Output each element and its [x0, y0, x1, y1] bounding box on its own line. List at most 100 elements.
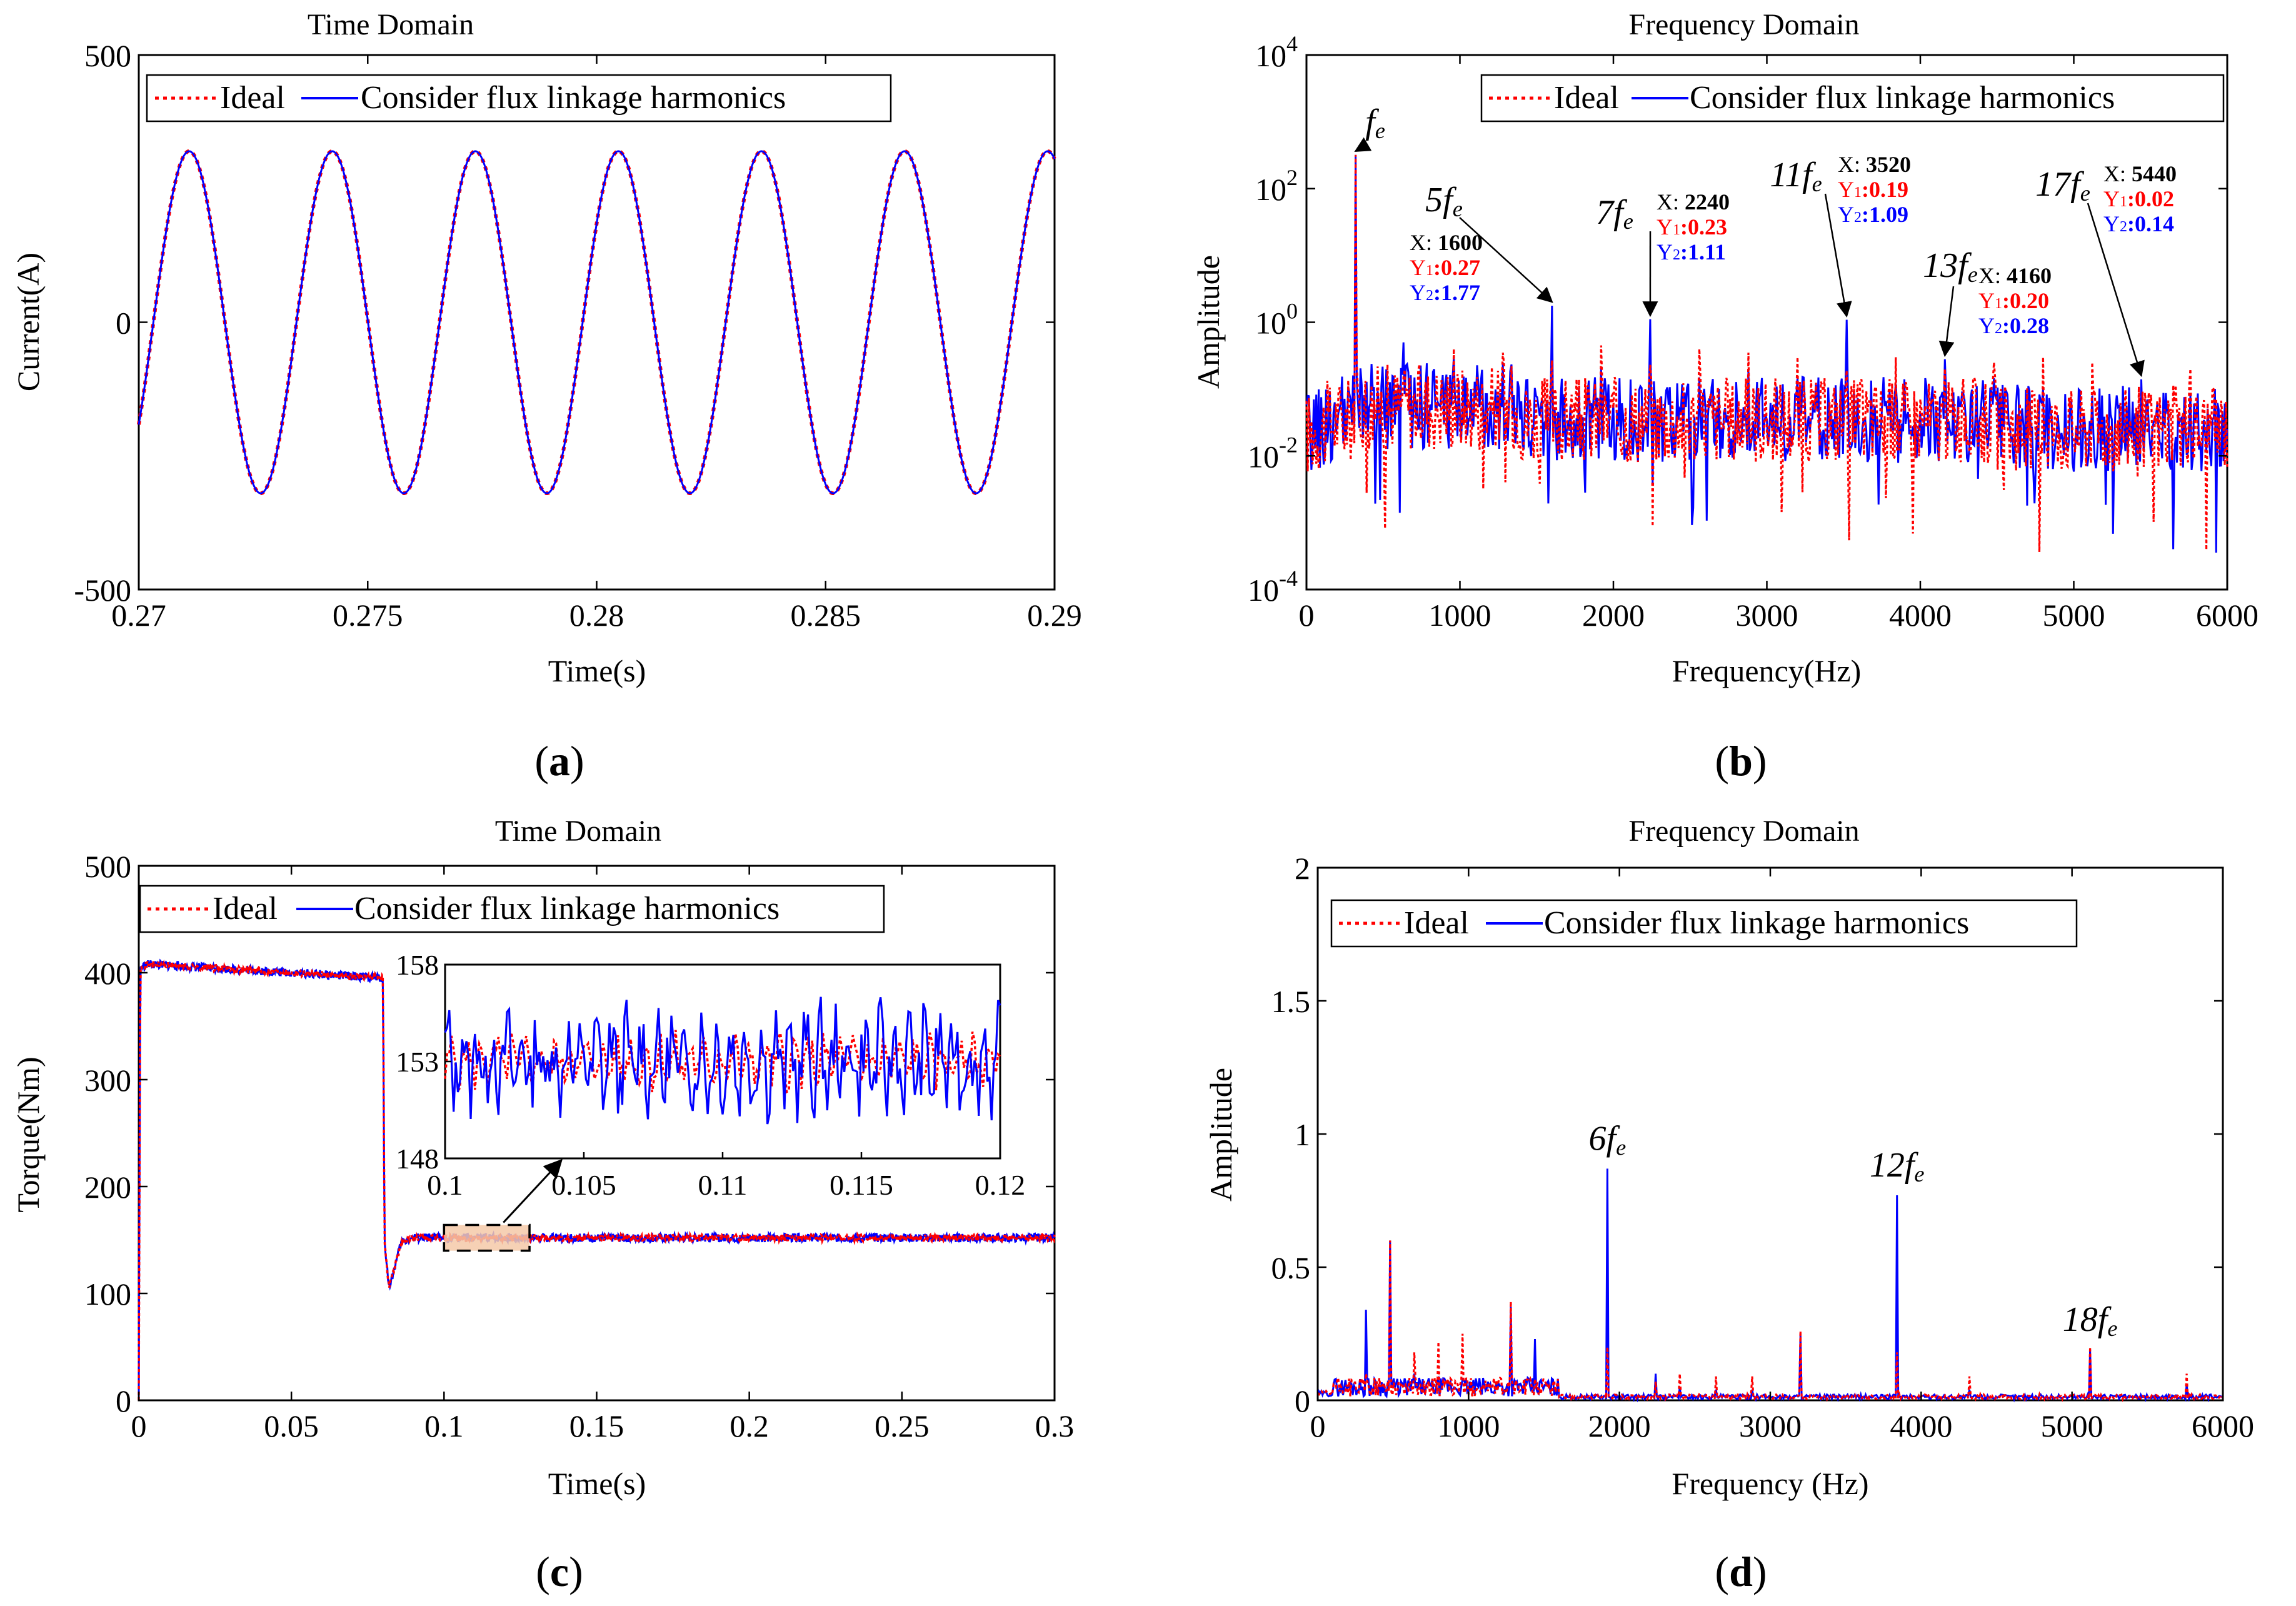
- readout-y1: Y1:0.02: [2103, 186, 2174, 211]
- peak-label: 5fe: [1425, 181, 1463, 221]
- inset-xtick-label: 0.1: [427, 1169, 463, 1201]
- peak-label: 18fe: [2063, 1300, 2118, 1341]
- inset-ytick-label: 153: [396, 1046, 439, 1078]
- legend-consider-label: Consider flux linkage harmonics: [354, 891, 780, 926]
- panel-a-title: Time Domain: [308, 8, 474, 41]
- legend-box: [1330, 899, 2078, 948]
- panel-d-series: [1316, 1168, 2224, 1403]
- peak-label: 6fe: [1589, 1119, 1627, 1160]
- readout-y1: Y1:0.20: [1978, 288, 2049, 313]
- panel-a-xtick-label: 0.275: [333, 598, 403, 633]
- peak-label: 13fe: [1923, 246, 1978, 287]
- panel-c-xtick-label: 0.2: [729, 1408, 769, 1443]
- readout-x: X: 1600: [1410, 230, 1483, 255]
- series-ideal-line: [1305, 154, 2228, 553]
- panel-d-annotations: 6fe 12fe 18fe: [1589, 1119, 2118, 1341]
- panel-c-ytick-label: 400: [84, 956, 131, 991]
- panel-d-xtick-label: 4000: [1890, 1408, 1952, 1443]
- panel-b-legend: Ideal Consider flux linkage harmonics: [1480, 74, 2225, 123]
- panel-d-xtick-label: 0: [1310, 1408, 1326, 1443]
- panel-b: Frequency Domain 0 1000 2000 3000 4000 5000 60…: [1191, 8, 2258, 688]
- panel-b-ytick-label: 104: [1255, 31, 1298, 73]
- readout-y2: Y2:1.09: [1838, 202, 1908, 227]
- readout-y1: Y1:0.19: [1838, 177, 1908, 202]
- panel-c-xtick-label: 0.15: [569, 1408, 624, 1443]
- legend-box: [1480, 74, 2225, 123]
- panel-c-ticks: 0 0.05 0.1 0.15 0.2 0.25 0.3 0 100 200 300 400 500: [84, 849, 1074, 1443]
- panel-b-xtick-label: 2000: [1582, 598, 1645, 633]
- panel-c-x-label: Time(s): [548, 1466, 646, 1501]
- panel-d-xtick-label: 1000: [1437, 1408, 1500, 1443]
- panel-b-ticks: 0 1000 2000 3000 4000 5000 6000 10-4 10-2 100 102 1…: [1248, 31, 2258, 633]
- caption-a: (a): [534, 737, 584, 785]
- panel-a: Time Domain 0.27 0.275 0.28 0.285 0.29 -500 0 5…: [11, 8, 1082, 688]
- panel-d-ytick-label: 0.5: [1271, 1250, 1311, 1285]
- panel-c-series: [138, 958, 1056, 1401]
- zoom-region-box: [443, 1223, 531, 1252]
- annotation-arrow: [1459, 217, 1553, 303]
- panel-b-xtick-label: 6000: [2196, 598, 2258, 633]
- caption-d: (d): [1715, 1548, 1767, 1595]
- zoom-line: [503, 1158, 563, 1223]
- panel-b-xtick-label: 5000: [2043, 598, 2105, 633]
- panel-a-ytick-label: 500: [84, 38, 131, 73]
- panel-b-y-label: Amplitude: [1191, 255, 1226, 389]
- panel-a-series-consider: [138, 150, 1056, 494]
- panel-c-xtick-label: 0.1: [424, 1408, 464, 1443]
- panel-b-ytick-label: 102: [1255, 165, 1298, 207]
- panel-b-xtick-label: 1000: [1429, 598, 1491, 633]
- legend-ideal-label: Ideal: [1404, 905, 1469, 941]
- panel-c-ytick-label: 500: [84, 849, 131, 884]
- panel-a-xtick-label: 0.29: [1027, 598, 1082, 633]
- inset-xtick-label: 0.11: [698, 1169, 748, 1201]
- panel-d-title: Frequency Domain: [1628, 815, 1859, 848]
- readout-y1: Y1:0.23: [1657, 214, 1727, 239]
- panel-d-ticks: 0 1000 2000 3000 4000 5000 6000 0 0.5 1 1.5 2: [1271, 851, 2255, 1443]
- legend-ideal-label: Ideal: [220, 80, 285, 116]
- peak-label: fe: [1365, 103, 1385, 143]
- series-consider-line: [138, 150, 1056, 494]
- panel-b-ytick-label: 100: [1255, 299, 1298, 341]
- inset-xtick-label: 0.115: [830, 1169, 893, 1201]
- annotation-arrow: [2087, 203, 2145, 378]
- inset-xtick-label: 0.12: [975, 1169, 1026, 1201]
- panel-d-ytick-label: 1: [1295, 1117, 1310, 1152]
- panel-b-ytick-label: 10-2: [1248, 432, 1298, 474]
- annotation-arrow: [1354, 137, 1372, 153]
- inset-consider-line: [444, 996, 1001, 1125]
- panel-d-x-label: Frequency (Hz): [1672, 1466, 1868, 1501]
- panel-c-title: Time Domain: [495, 815, 661, 848]
- panel-b-x-label: Frequency(Hz): [1672, 653, 1862, 688]
- legend-box: [146, 74, 892, 123]
- panel-a-xtick-label: 0.28: [569, 598, 624, 633]
- readout-x: X: 5440: [2103, 161, 2177, 186]
- panel-d-xtick-label: 6000: [2192, 1408, 2254, 1443]
- peak-label: 7fe: [1596, 193, 1633, 234]
- zoom-arrow: [503, 1158, 563, 1223]
- panel-c-xtick-label: 0.3: [1035, 1408, 1075, 1443]
- panel-c-ytick-label: 200: [84, 1170, 131, 1205]
- legend-box: [139, 885, 885, 933]
- legend-ideal-label: Ideal: [1554, 80, 1619, 116]
- panel-a-legend: Ideal Consider flux linkage harmonics: [146, 74, 892, 123]
- readout-y2: Y2:1.11: [1657, 239, 1726, 264]
- peak-label: 11fe: [1770, 156, 1822, 196]
- panel-a-xtick-label: 0.27: [111, 598, 166, 633]
- readout-y2: Y2:1.77: [1410, 280, 1480, 305]
- panel-c-ytick-label: 100: [84, 1277, 131, 1312]
- panel-c-inset: 0.1 0.105 0.11 0.115 0.12 148 153 158: [396, 949, 1025, 1201]
- legend-consider-label: Consider flux linkage harmonics: [361, 80, 786, 116]
- panel-d-ytick-label: 2: [1295, 851, 1310, 886]
- series-consider-line: [1316, 1168, 2224, 1403]
- readout-x: X: 3520: [1838, 152, 1911, 177]
- readout-y2: Y2:0.14: [2103, 211, 2174, 236]
- panel-a-plot-area: [138, 54, 1056, 591]
- legend-ideal-label: Ideal: [213, 891, 278, 926]
- readout-y2: Y2:0.28: [1978, 313, 2049, 338]
- panel-c-xtick-label: 0: [131, 1408, 147, 1443]
- readout-x: X: 2240: [1657, 189, 1730, 214]
- panel-b-xtick-label: 0: [1299, 598, 1315, 633]
- panel-c-xtick-label: 0.25: [875, 1408, 930, 1443]
